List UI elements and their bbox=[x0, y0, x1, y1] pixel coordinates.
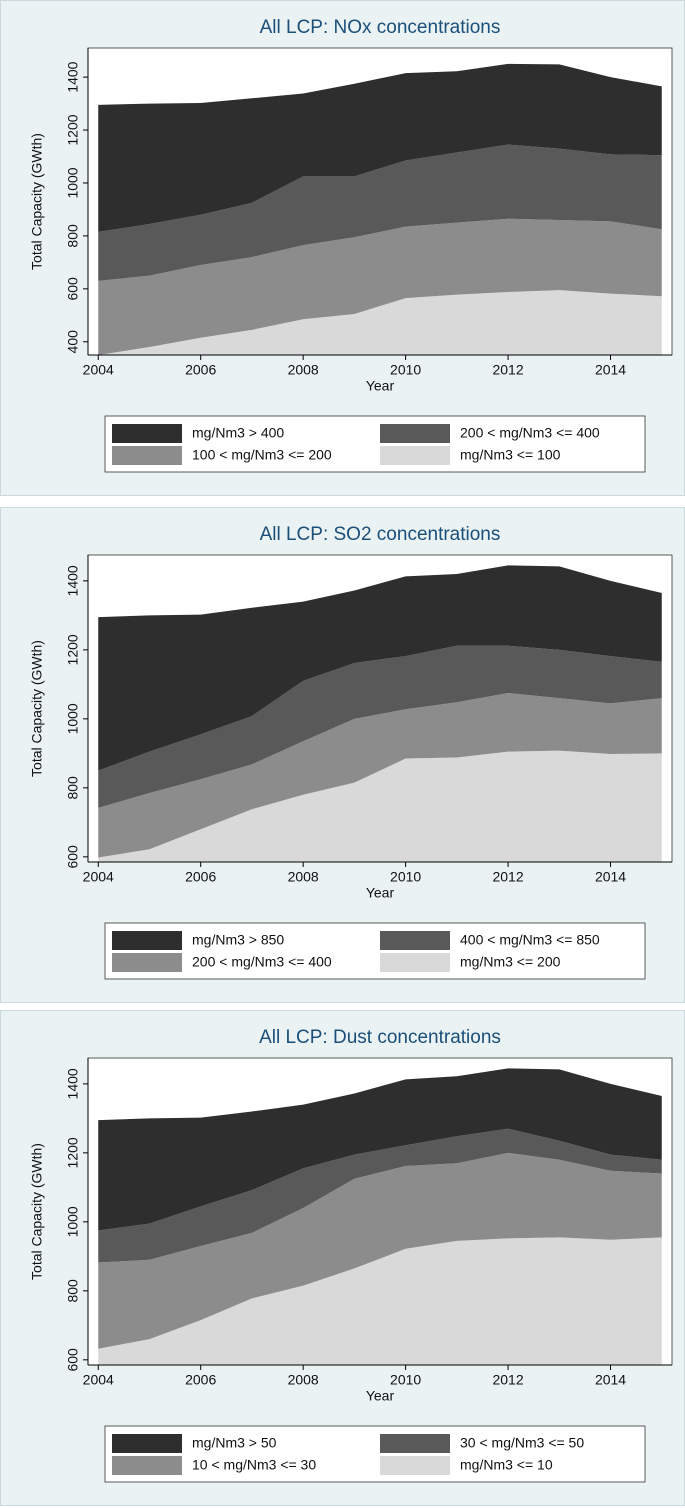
x-tick-label: 2010 bbox=[390, 1372, 421, 1388]
chart-title: All LCP: SO2 concentrations bbox=[260, 524, 501, 545]
panel: 400 600 800 1000 1200 1400 2004 2006 2008 2010 201… bbox=[0, 0, 685, 496]
area bbox=[98, 218, 662, 355]
legend-label: 400 < mg/Nm3 <= 850 bbox=[460, 932, 600, 948]
legend-swatch bbox=[380, 931, 450, 950]
legend-swatch bbox=[112, 446, 182, 465]
legend-label: 100 < mg/Nm3 <= 200 bbox=[192, 447, 332, 463]
area bbox=[98, 565, 662, 771]
y-tick-label: 1200 bbox=[65, 114, 81, 145]
y-axis-title: Total Capacity (GWth) bbox=[29, 640, 45, 777]
x-tick-label: 2004 bbox=[83, 362, 114, 378]
area bbox=[98, 63, 662, 232]
x-tick-label: 2008 bbox=[288, 1372, 319, 1388]
legend-label: mg/Nm3 > 50 bbox=[192, 1435, 277, 1451]
x-tick-label: 2012 bbox=[492, 869, 523, 885]
legend-swatch bbox=[112, 424, 182, 443]
legend-label: 200 < mg/Nm3 <= 400 bbox=[460, 425, 600, 441]
legend-box bbox=[104, 922, 646, 980]
legend-label: 200 < mg/Nm3 <= 400 bbox=[192, 954, 332, 970]
area bbox=[98, 144, 662, 281]
legend-swatch bbox=[380, 953, 450, 972]
y-axis-title: Total Capacity (GWth) bbox=[29, 1143, 45, 1280]
legend-label: 30 < mg/Nm3 <= 50 bbox=[460, 1435, 584, 1451]
legend-label: mg/Nm3 <= 100 bbox=[460, 447, 561, 463]
x-tick-label: 2006 bbox=[185, 1372, 216, 1388]
x-tick-label: 2012 bbox=[492, 362, 523, 378]
legend-label: mg/Nm3 <= 10 bbox=[460, 1457, 553, 1473]
y-tick-label: 600 bbox=[65, 277, 81, 301]
legend-swatch bbox=[380, 446, 450, 465]
x-tick-label: 2010 bbox=[390, 869, 421, 885]
y-tick-label: 1000 bbox=[65, 1206, 81, 1237]
area bbox=[98, 1152, 662, 1349]
legend-swatch bbox=[112, 1456, 182, 1475]
x-tick-label: 2010 bbox=[390, 362, 421, 378]
y-tick-label: 600 bbox=[65, 1348, 81, 1372]
chart-title: All LCP: Dust concentrations bbox=[259, 1027, 501, 1048]
x-tick-label: 2014 bbox=[595, 362, 626, 378]
legend-label: mg/Nm3 <= 200 bbox=[460, 954, 561, 970]
x-tick-label: 2008 bbox=[288, 362, 319, 378]
chart-title: All LCP: NOx concentrations bbox=[260, 17, 501, 38]
area bbox=[98, 750, 662, 862]
x-tick-label: 2004 bbox=[83, 869, 114, 885]
y-tick-label: 800 bbox=[65, 1279, 81, 1303]
legend-label: mg/Nm3 > 850 bbox=[192, 932, 284, 948]
legend-swatch bbox=[112, 953, 182, 972]
panel: 600 800 1000 1200 1400 2004 2006 2008 2010 2012 20… bbox=[0, 1010, 685, 1506]
x-tick-label: 2014 bbox=[595, 869, 626, 885]
legend: mg/Nm3 > 400 200 < mg/Nm3 <= 400 100 < mg/… bbox=[104, 415, 646, 473]
x-tick-label: 2004 bbox=[83, 1372, 114, 1388]
y-tick-label: 800 bbox=[65, 224, 81, 248]
legend-swatch bbox=[112, 1434, 182, 1453]
area bbox=[98, 1068, 662, 1231]
y-tick-label: 1400 bbox=[65, 565, 81, 596]
panel: 600 800 1000 1200 1400 2004 2006 2008 2010 2012 20… bbox=[0, 507, 685, 1003]
y-tick-label: 600 bbox=[65, 845, 81, 869]
legend: mg/Nm3 > 850 400 < mg/Nm3 <= 850 200 < mg/… bbox=[104, 922, 646, 980]
y-tick-label: 400 bbox=[65, 330, 81, 354]
x-tick-label: 2006 bbox=[185, 869, 216, 885]
x-axis-title: Year bbox=[366, 1388, 395, 1404]
area bbox=[98, 692, 662, 858]
y-tick-label: 800 bbox=[65, 776, 81, 800]
legend-label: 10 < mg/Nm3 <= 30 bbox=[192, 1457, 316, 1473]
y-tick-label: 1400 bbox=[65, 61, 81, 92]
areas bbox=[98, 63, 662, 355]
legend-label: mg/Nm3 > 400 bbox=[192, 425, 284, 441]
legend-box bbox=[104, 415, 646, 473]
x-axis-title: Year bbox=[366, 885, 395, 901]
legend-swatch bbox=[380, 1434, 450, 1453]
area bbox=[98, 290, 662, 355]
legend-box bbox=[104, 1425, 646, 1483]
x-tick-label: 2012 bbox=[492, 1372, 523, 1388]
y-tick-label: 1000 bbox=[65, 703, 81, 734]
areas bbox=[98, 1068, 662, 1365]
area bbox=[98, 1128, 662, 1263]
y-axis-title: Total Capacity (GWth) bbox=[29, 133, 45, 270]
area bbox=[98, 645, 662, 808]
areas bbox=[98, 565, 662, 862]
legend-swatch bbox=[112, 931, 182, 950]
y-tick-label: 1000 bbox=[65, 167, 81, 198]
legend-swatch bbox=[380, 424, 450, 443]
x-tick-label: 2006 bbox=[185, 362, 216, 378]
x-axis-title: Year bbox=[366, 378, 395, 394]
x-tick-label: 2014 bbox=[595, 1372, 626, 1388]
y-tick-label: 1200 bbox=[65, 634, 81, 665]
area bbox=[98, 1237, 662, 1365]
x-tick-label: 2008 bbox=[288, 869, 319, 885]
y-tick-label: 1200 bbox=[65, 1137, 81, 1168]
y-tick-label: 1400 bbox=[65, 1068, 81, 1099]
legend: mg/Nm3 > 50 30 < mg/Nm3 <= 50 10 < mg/Nm3 … bbox=[104, 1425, 646, 1483]
legend-swatch bbox=[380, 1456, 450, 1475]
